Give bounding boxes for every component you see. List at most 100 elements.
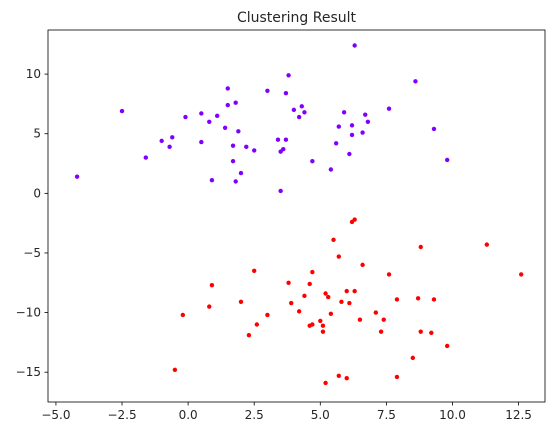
data-point-cluster-1-3 <box>143 155 149 160</box>
data-point-cluster-1-41 <box>347 151 352 157</box>
data-point-cluster-1-39 <box>336 124 341 129</box>
data-point-cluster-1-24 <box>265 88 270 94</box>
data-point-cluster-2-37 <box>373 310 379 315</box>
data-point-cluster-1-8 <box>199 111 204 116</box>
x-axis-ticks: −5.0 −2.5 0.0 2.5 5.0 7.5 10.0 12.5 <box>41 402 532 422</box>
data-point-cluster-1-1 <box>74 174 80 179</box>
data-point-cluster-2-35 <box>357 317 363 322</box>
data-point-cluster-1-15 <box>225 86 230 91</box>
data-point-cluster-2-12 <box>296 309 302 314</box>
data-point-cluster-1-30 <box>283 137 289 142</box>
data-point-cluster-2-31 <box>347 300 352 306</box>
data-point-cluster-1-22 <box>244 144 249 150</box>
data-point-cluster-2-18 <box>318 318 323 324</box>
data-point-cluster-1-2 <box>119 108 125 114</box>
data-point-cluster-1-38 <box>333 141 339 146</box>
y-tick-label: 0 <box>33 186 41 200</box>
data-point-cluster-2-29 <box>344 375 349 381</box>
y-tick-label: 5 <box>33 127 41 141</box>
data-point-cluster-2-8 <box>254 322 260 327</box>
x-tick-label: 5.0 <box>311 408 330 422</box>
y-tick-label: 10 <box>26 67 41 81</box>
data-point-cluster-2-48 <box>431 297 437 302</box>
data-point-cluster-2-21 <box>323 291 328 296</box>
data-point-cluster-2-42 <box>394 374 400 380</box>
data-point-cluster-2-47 <box>429 330 434 336</box>
data-point-cluster-2-5 <box>238 299 244 305</box>
y-tick-label: −10 <box>16 306 41 320</box>
data-point-cluster-1-13 <box>222 125 228 130</box>
data-point-cluster-2-3 <box>207 304 212 309</box>
data-point-cluster-1-45 <box>360 130 365 135</box>
data-point-cluster-1-46 <box>363 112 368 117</box>
x-tick-label: −5.0 <box>41 408 70 422</box>
data-point-cluster-1-12 <box>214 113 220 119</box>
data-point-cluster-1-42 <box>349 123 355 128</box>
x-tick-label: 7.5 <box>377 408 396 422</box>
data-point-cluster-1-33 <box>296 114 302 120</box>
points-layer <box>74 43 524 386</box>
data-point-cluster-1-7 <box>183 114 188 120</box>
data-point-cluster-2-28 <box>339 299 344 305</box>
x-tick-label: 12.5 <box>505 408 532 422</box>
data-point-cluster-1-23 <box>252 148 257 153</box>
data-point-cluster-1-21 <box>238 170 244 176</box>
data-point-cluster-1-25 <box>275 137 281 142</box>
data-point-cluster-2-44 <box>415 296 421 301</box>
data-point-cluster-2-45 <box>418 244 423 250</box>
data-point-cluster-2-49 <box>444 343 450 349</box>
data-point-cluster-1-49 <box>413 79 418 84</box>
data-point-cluster-1-18 <box>233 100 238 105</box>
data-point-cluster-1-47 <box>365 119 371 125</box>
y-axis-ticks: −15 −10 −5 0 5 10 <box>16 67 48 379</box>
data-point-cluster-1-43 <box>349 132 355 138</box>
data-point-cluster-1-16 <box>230 158 236 164</box>
data-point-cluster-2-40 <box>386 272 392 277</box>
x-tick-label: −2.5 <box>107 408 136 422</box>
data-point-cluster-1-31 <box>286 73 291 78</box>
data-point-cluster-1-50 <box>431 126 437 132</box>
data-point-cluster-2-50 <box>484 242 490 247</box>
data-point-cluster-2-4 <box>209 282 215 288</box>
data-point-cluster-2-9 <box>265 312 270 318</box>
data-point-cluster-2-26 <box>336 254 341 259</box>
data-point-cluster-2-20 <box>320 329 326 334</box>
x-tick-label: 2.5 <box>245 408 264 422</box>
data-point-cluster-2-1 <box>172 367 178 373</box>
data-point-cluster-1-35 <box>302 110 307 115</box>
data-point-cluster-1-27 <box>278 188 283 194</box>
data-point-cluster-2-30 <box>344 288 349 294</box>
data-point-cluster-2-16 <box>310 322 315 327</box>
data-point-cluster-1-48 <box>386 106 392 111</box>
data-point-cluster-2-38 <box>378 329 384 334</box>
data-point-cluster-2-43 <box>410 355 416 361</box>
data-point-cluster-1-44 <box>352 43 357 48</box>
data-point-cluster-2-39 <box>381 317 386 322</box>
data-point-cluster-1-14 <box>225 102 230 108</box>
data-point-cluster-1-6 <box>170 135 175 140</box>
y-tick-label: −5 <box>23 246 41 260</box>
data-point-cluster-2-51 <box>519 272 524 277</box>
y-tick-label: −15 <box>16 365 41 379</box>
data-point-cluster-2-7 <box>252 268 257 274</box>
data-point-cluster-1-51 <box>444 157 450 163</box>
data-point-cluster-2-13 <box>302 293 307 299</box>
data-point-cluster-2-14 <box>307 281 312 287</box>
data-point-cluster-2-2 <box>180 312 186 318</box>
data-point-cluster-1-19 <box>233 179 238 184</box>
data-point-cluster-1-34 <box>299 104 304 109</box>
data-point-cluster-1-17 <box>230 143 236 148</box>
data-point-cluster-1-10 <box>207 119 212 125</box>
data-point-cluster-1-28 <box>281 147 286 152</box>
x-tick-label: 0.0 <box>179 408 198 422</box>
data-point-cluster-2-34 <box>352 288 357 294</box>
data-point-cluster-1-36 <box>310 158 315 164</box>
data-point-cluster-1-4 <box>159 138 164 144</box>
data-point-cluster-2-27 <box>336 373 341 378</box>
data-point-cluster-2-22 <box>323 380 328 386</box>
data-point-cluster-2-33 <box>352 217 357 222</box>
data-point-cluster-2-11 <box>289 300 294 306</box>
data-point-cluster-1-9 <box>199 139 204 145</box>
